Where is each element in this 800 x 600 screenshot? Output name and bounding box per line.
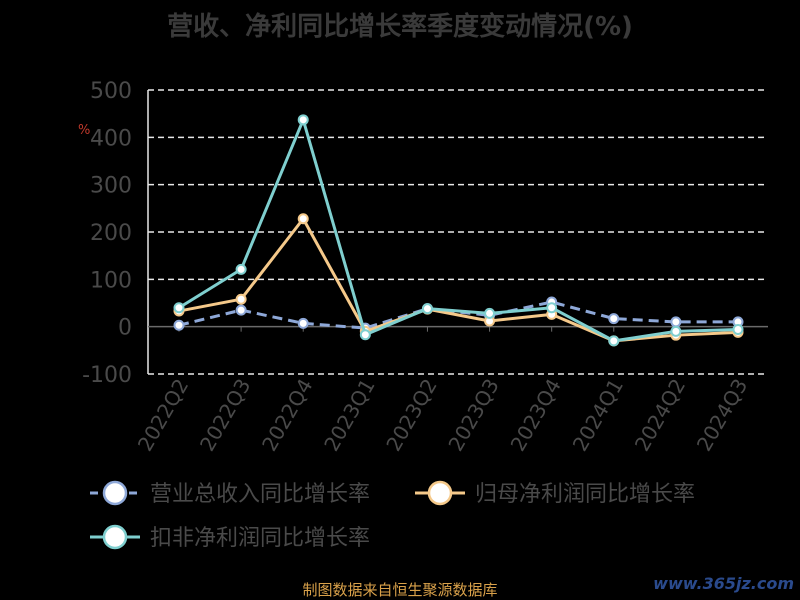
watermark: www.365jz.com: [653, 574, 794, 593]
data-source-note: 制图数据来自恒生聚源数据库: [302, 581, 498, 599]
data-point: [608, 335, 620, 347]
data-point: [235, 304, 247, 316]
data-point: [732, 324, 744, 336]
y-tick-label: 200: [90, 221, 132, 246]
data-point: [297, 317, 309, 329]
legend-marker: [102, 480, 128, 506]
data-point: [235, 293, 247, 305]
x-tick-label: 2022Q3: [195, 375, 255, 456]
x-tick-label: 2022Q2: [133, 375, 193, 456]
series-line-2: [178, 217, 739, 343]
x-tick-label: 2023Q2: [381, 375, 441, 456]
chart-title: 营收、净利同比增长率季度变动情况(%): [167, 12, 633, 42]
percent-mark: %: [78, 123, 91, 138]
data-point: [421, 303, 433, 315]
data-point: [173, 302, 185, 314]
data-point: [297, 114, 309, 126]
x-tick-label: 2023Q4: [506, 375, 566, 456]
data-point: [670, 316, 682, 328]
legend-label: 归母净利润同比增长率: [475, 482, 695, 507]
y-tick-label: -100: [82, 363, 132, 388]
y-tick-label: 400: [90, 126, 132, 151]
legend-marker: [102, 524, 128, 550]
y-tick-label: 100: [90, 268, 132, 293]
data-point: [297, 213, 309, 225]
x-tick-label: 2023Q3: [443, 375, 503, 456]
legend-label: 营业总收入同比增长率: [150, 482, 370, 507]
data-point: [235, 263, 247, 275]
x-tick-label: 2024Q2: [630, 375, 690, 456]
y-tick-label: 500: [90, 79, 132, 104]
data-point: [546, 302, 558, 314]
y-tick-label: 300: [90, 174, 132, 199]
x-tick-label: 2022Q4: [257, 375, 317, 456]
legend-marker: [427, 480, 453, 506]
x-tick-label: 2024Q3: [692, 375, 752, 456]
series-line-3: [178, 118, 739, 343]
data-point: [484, 307, 496, 319]
x-tick-label: 2024Q1: [568, 375, 628, 456]
data-point: [608, 313, 620, 325]
data-point: [173, 319, 185, 331]
x-tick-label: 2023Q1: [319, 375, 379, 456]
data-point: [670, 325, 682, 337]
y-tick-label: 0: [118, 316, 132, 341]
data-point: [359, 329, 371, 341]
legend-label: 扣非净利润同比增长率: [150, 526, 370, 551]
